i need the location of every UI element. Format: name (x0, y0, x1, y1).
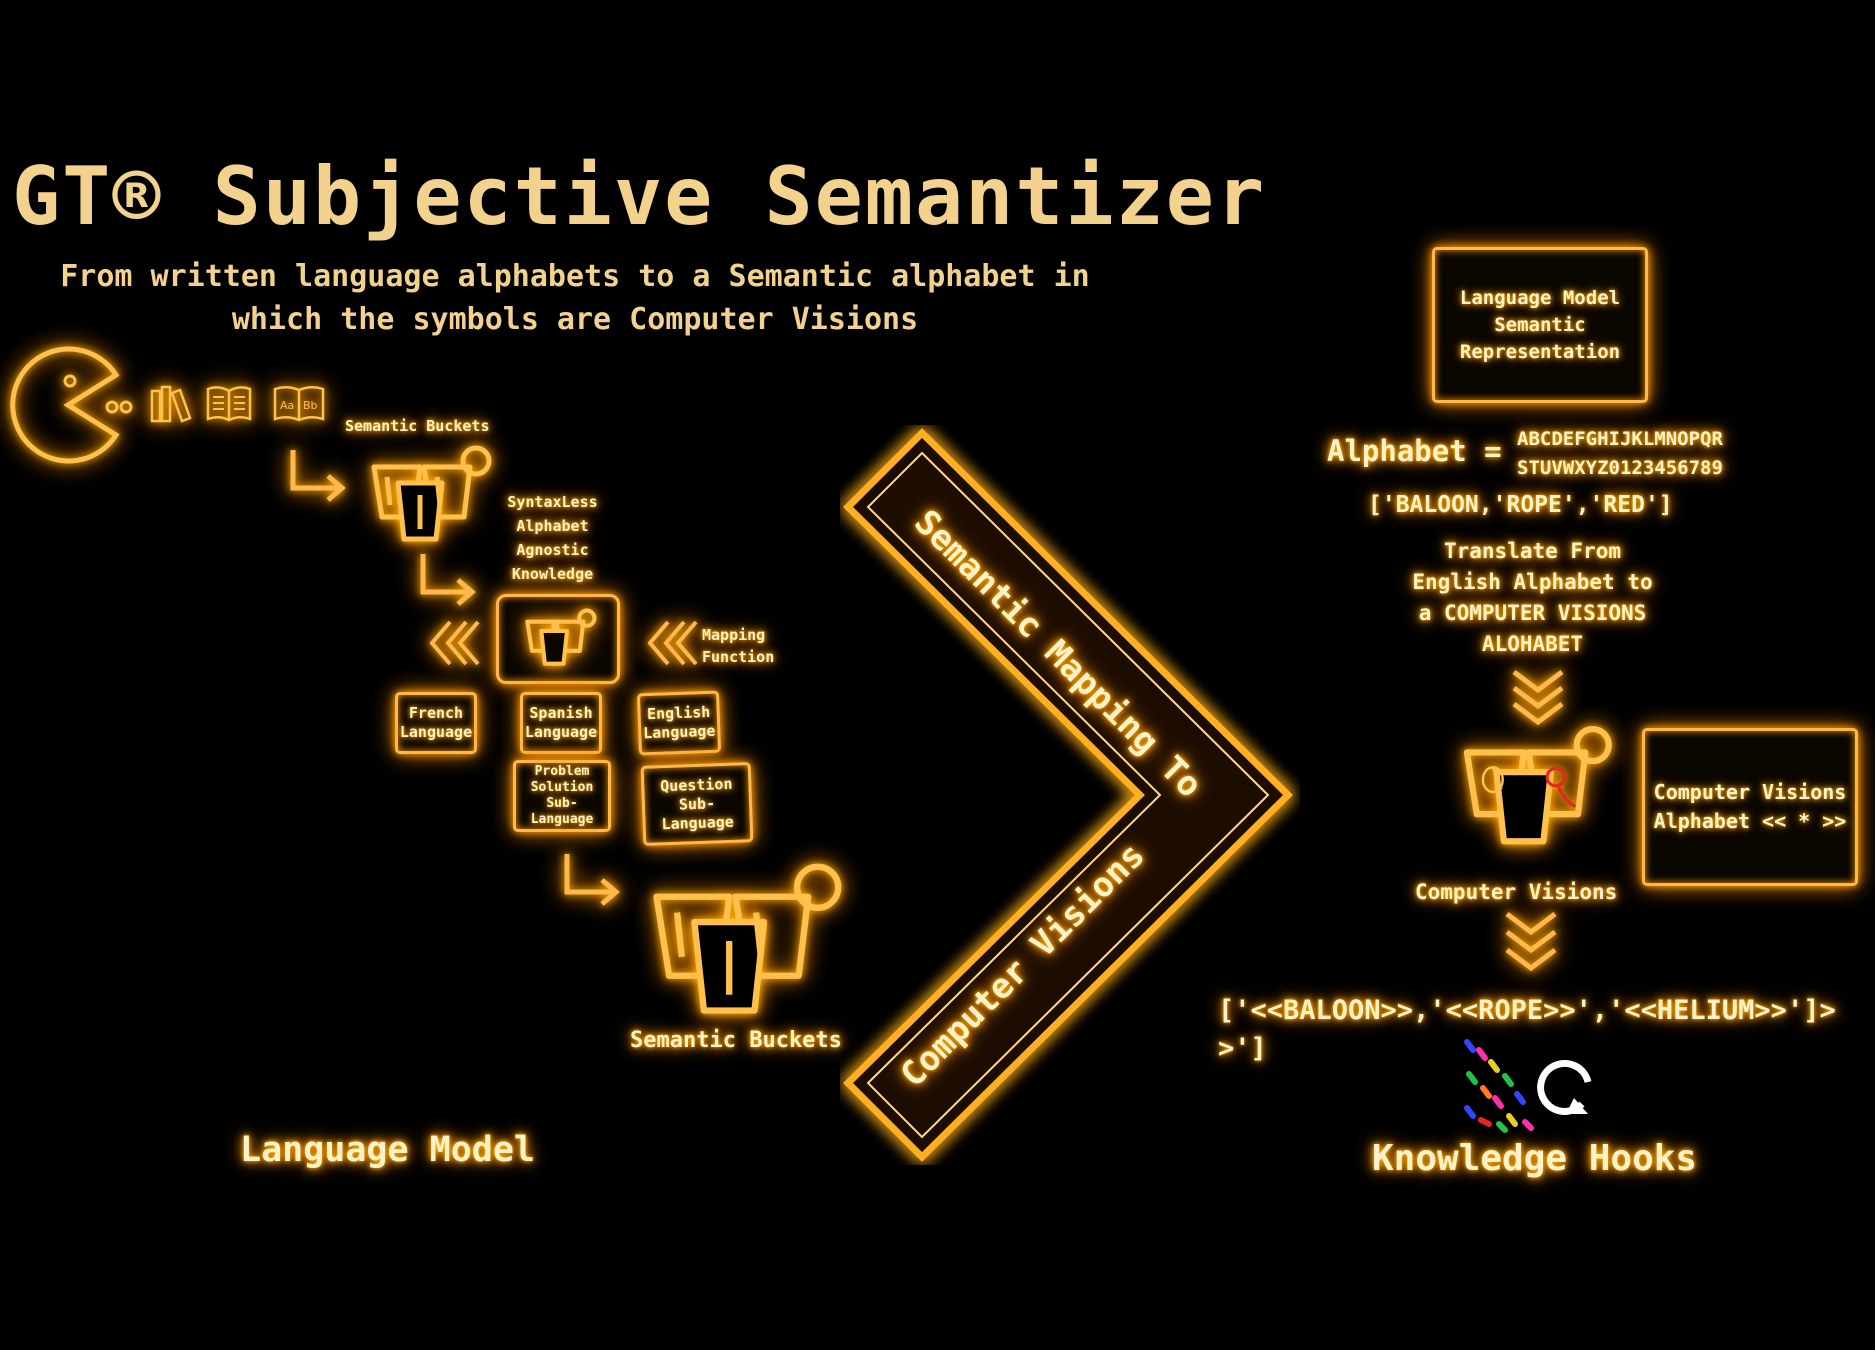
page-subtitle: From written language alphabets to a Sem… (60, 259, 1090, 337)
open-book-icon (206, 386, 252, 422)
books-icon (150, 385, 192, 423)
alphabet-label: Alphabet = (1327, 434, 1502, 468)
semantic-buckets-large-icon (653, 863, 842, 1014)
knowledge-hooks-section-label: Knowledge Hooks (1372, 1138, 1698, 1179)
refresh-icon (1537, 1059, 1592, 1115)
alphabet-line-2: STUVWXYZ0123456789 (1517, 457, 1723, 479)
language-model-semantic-representation-box: Language Model Semantic Representation (1432, 247, 1648, 403)
alphabet-book-icon: Aa Bb (273, 386, 325, 422)
alphabet-line-1: ABCDEFGHIJKLMNOPQR (1517, 428, 1723, 450)
big-chevron-arrow (843, 428, 1293, 1162)
computer-visions-label: Computer Visions (1415, 880, 1618, 904)
problem-solution-sub-language-box: Problem Solution Sub-Language (513, 760, 611, 832)
pacman-icon (10, 346, 133, 464)
svg-text:Aa: Aa (280, 399, 294, 412)
mapping-function-label: Mapping Function (702, 626, 775, 666)
english-language-box: English Language (636, 690, 722, 756)
language-model-section-label: Language Model (240, 1130, 536, 1170)
mapping-bucket-box (496, 594, 620, 684)
semantic-buckets-top-label: Semantic Buckets (345, 417, 490, 435)
curved-arrow-icon (564, 854, 620, 906)
word-list: ['BALOON,'ROPE','RED'] (1368, 492, 1673, 518)
curved-arrow-icon (290, 450, 346, 502)
semantic-buckets-icon (371, 445, 492, 542)
translate-text: Translate From English Alphabet to a COM… (1412, 539, 1653, 656)
confetti-icon (1464, 1039, 1534, 1133)
double-chevron-left-icon (429, 620, 480, 666)
spanish-language-box: Spanish Language (520, 692, 602, 754)
svg-text:Bb: Bb (303, 399, 318, 412)
computer-visions-word-list: ['<<BALOON>>,'<<ROPE>>','<<HELIUM>>']>>'… (1218, 995, 1836, 1064)
page-title: GT® Subjective Semantizer (12, 150, 1267, 243)
computer-visions-buckets-icon (1463, 725, 1612, 845)
syntaxless-label: SyntaxLess Alphabet Agnostic Knowledge (507, 493, 598, 583)
double-chevron-left-icon (647, 620, 698, 666)
semantic-buckets-icon (525, 608, 597, 666)
triple-chevron-down-icon (1505, 912, 1557, 972)
question-sub-language-box: Question Sub-Language (640, 762, 754, 846)
computer-visions-alphabet-box: Computer Visions Alphabet << * >> (1642, 728, 1858, 886)
semantic-buckets-bottom-label: Semantic Buckets (630, 1028, 842, 1053)
french-language-box: French Language (395, 692, 477, 754)
curved-arrow-icon (420, 554, 476, 606)
triple-chevron-down-icon (1512, 670, 1564, 726)
